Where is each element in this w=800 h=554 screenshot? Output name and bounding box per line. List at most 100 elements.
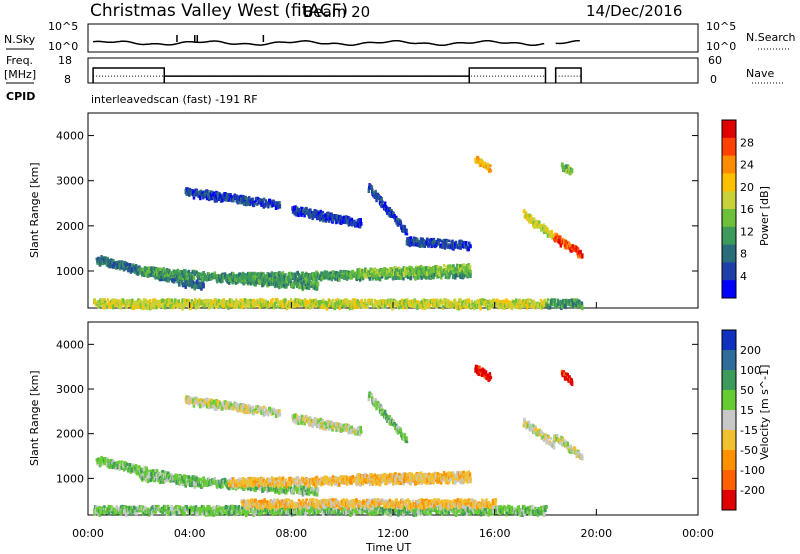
- cell-12-397: [261, 298, 264, 302]
- cell-2-485: [433, 272, 437, 277]
- cell-7-139: [465, 241, 468, 247]
- cell-3-229: [452, 264, 455, 268]
- cell-12-323: [230, 303, 233, 308]
- cell-0-20: [104, 457, 107, 461]
- noise-line-0: [92, 39, 545, 47]
- cell-5-88: [328, 216, 332, 221]
- cell-12-178: [168, 298, 172, 303]
- cell-2-268: [341, 479, 344, 485]
- cell-12-785: [425, 305, 429, 309]
- cell-2-301: [355, 276, 358, 282]
- cell-3-22: [364, 472, 367, 478]
- cell-12-1033: [531, 301, 534, 306]
- cell-1-277: [256, 280, 259, 285]
- cell-1-417: [315, 286, 319, 291]
- cell-2-71: [257, 481, 261, 485]
- cell-2-244: [331, 478, 334, 482]
- cell-12-995: [515, 298, 518, 303]
- cell-0-46: [115, 266, 118, 270]
- cell-6-48: [388, 208, 391, 212]
- cell-0-118: [145, 468, 149, 472]
- cell-0-246: [200, 287, 203, 291]
- cell-2-260: [338, 276, 341, 282]
- cell-0-33: [109, 461, 113, 467]
- cell-12-143: [153, 298, 157, 303]
- cell-9-8: [526, 217, 529, 221]
- cell-3-205: [442, 267, 445, 271]
- cell-1-384: [301, 490, 305, 496]
- cell-3-153: [419, 264, 423, 269]
- cell-1-65: [166, 474, 169, 479]
- cell-12-290: [216, 300, 219, 306]
- cell-12-906: [477, 299, 480, 304]
- cell-12-589: [342, 304, 346, 309]
- freq-label-2: [MHz]: [4, 68, 36, 81]
- cell-2-488: [434, 273, 438, 277]
- cell-7-3: [407, 237, 410, 241]
- cell-13-66: [573, 299, 577, 302]
- cell-3-83: [390, 267, 393, 270]
- cell-12-513: [310, 301, 314, 306]
- cell-7-107: [451, 239, 454, 244]
- cell-1-182: [216, 278, 219, 284]
- cell-0-230: [193, 483, 196, 489]
- cell-4-21: [193, 193, 196, 197]
- cell-1-151: [203, 277, 206, 282]
- cell-12-976: [506, 301, 510, 306]
- cell-12-199: [177, 299, 180, 304]
- cell-12-426: [273, 304, 277, 309]
- cell-12-119: [143, 302, 146, 307]
- cell-0-34: [110, 458, 113, 462]
- cell-4-170: [256, 197, 260, 201]
- cell-12-720: [398, 303, 401, 307]
- cell-12-444: [281, 304, 284, 309]
- cell-0-46: [115, 466, 118, 471]
- cell-2-411: [402, 275, 405, 281]
- cell-2-255: [336, 478, 339, 483]
- cell-6-47: [387, 212, 391, 217]
- cell-2-488: [434, 478, 438, 483]
- cell-0-192: [177, 278, 180, 284]
- cell-12-32: [106, 298, 110, 302]
- cell-2-99: [269, 478, 273, 484]
- cell-2-9: [231, 483, 235, 488]
- cell-7-89: [443, 244, 447, 250]
- cell-1-176: [213, 477, 217, 482]
- power-heatmap: [93, 155, 584, 311]
- cell-1-124: [191, 269, 194, 275]
- cell-7-56: [429, 238, 433, 243]
- cell-12-254: [200, 303, 204, 308]
- cell-2-222: [322, 276, 325, 281]
- cell-12-304: [222, 303, 225, 309]
- cell-0-6: [98, 257, 101, 261]
- cell-2-60: [253, 476, 256, 481]
- cell-12-355: [243, 302, 247, 306]
- cell-4-62: [211, 190, 214, 195]
- ytick-label-3: 4000: [56, 130, 84, 143]
- cell-1-12: [143, 267, 147, 273]
- cell-1-408: [312, 282, 315, 286]
- cell-3-98: [396, 267, 399, 272]
- cell-2-482: [432, 479, 435, 485]
- cell-1-379: [299, 485, 303, 489]
- cell-1-210: [228, 485, 231, 491]
- cell-2-70: [257, 277, 260, 283]
- cell-0-92: [134, 264, 138, 268]
- cell-2-292: [351, 475, 355, 481]
- cell-0-204: [182, 282, 185, 286]
- cell-12-929: [487, 305, 490, 311]
- cell-2-112: [275, 477, 278, 481]
- cell-1-373: [297, 486, 300, 490]
- cell-12-767: [418, 305, 421, 309]
- cell-1-277: [256, 486, 259, 490]
- cell-4-103: [228, 197, 231, 202]
- cell-1-31: [152, 273, 155, 277]
- cell-3-2: [355, 479, 359, 484]
- cell-2-240: [329, 476, 333, 480]
- cell-12-475: [294, 298, 297, 304]
- cell-0-72: [126, 462, 129, 467]
- cell-12-988: [512, 300, 515, 304]
- cell-2-66: [255, 477, 259, 482]
- cell-7-46: [425, 241, 428, 246]
- cell-1-349: [287, 282, 290, 286]
